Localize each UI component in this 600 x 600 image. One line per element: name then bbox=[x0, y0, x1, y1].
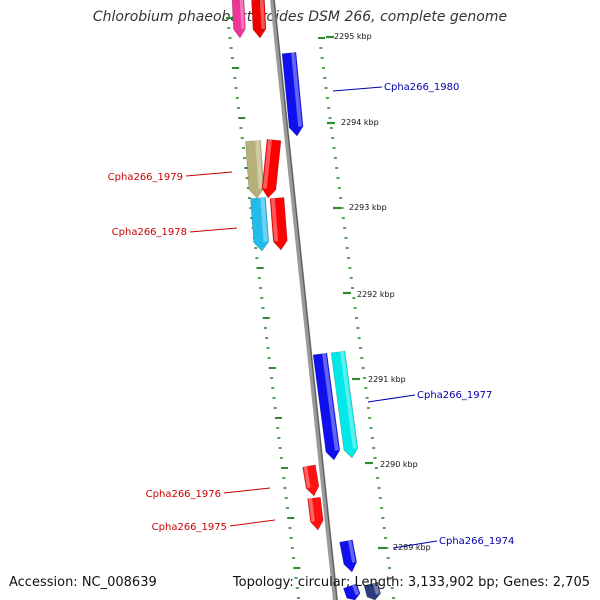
gene-label: Cpha266_1974 bbox=[439, 536, 514, 547]
accession-text: Accession: NC_008639 bbox=[9, 575, 157, 590]
gene-label-leader bbox=[189, 227, 238, 233]
gene-label-leader bbox=[392, 540, 438, 549]
gene-cpha266-1974-highlight bbox=[347, 540, 356, 563]
gene-label-leader bbox=[229, 519, 276, 527]
gene-cpha266-1977-highlight bbox=[340, 351, 357, 449]
gene-cpha266-1980 bbox=[281, 51, 304, 137]
gene-bottom-navy bbox=[363, 581, 381, 600]
gene-cpha266-1976-highlight bbox=[303, 466, 311, 488]
gene-bottom-blue bbox=[343, 583, 361, 600]
gene-label-leader bbox=[332, 86, 383, 92]
gene-bottom-navy-highlight bbox=[373, 582, 380, 595]
gene-blue-1977-pair-highlight bbox=[322, 353, 339, 451]
gene-cyan-inner-highlight bbox=[260, 197, 268, 242]
map-title: Chlorobium phaeobacteroides DSM 266, com… bbox=[92, 9, 508, 25]
gene-cpha266-1978-highlight bbox=[271, 198, 279, 242]
gene-label: Cpha266_1978 bbox=[112, 227, 187, 238]
gene-label: Cpha266_1979 bbox=[108, 172, 183, 183]
gene-top-red bbox=[251, 0, 267, 39]
kbp-tick-label: 2294 kbp bbox=[341, 118, 379, 127]
gene-cpha266-1979 bbox=[261, 138, 282, 199]
gene-cpha266-1976 bbox=[302, 464, 320, 497]
gene-cyan-inner bbox=[250, 197, 270, 252]
gene-blue-1977-pair bbox=[312, 352, 341, 461]
kbp-tick-label: 2290 kbp bbox=[380, 460, 418, 469]
gene-cpha266-1977 bbox=[330, 350, 359, 459]
gene-label: Cpha266_1980 bbox=[384, 82, 459, 93]
gene-top-red-highlight bbox=[259, 0, 265, 29]
gene-label-leader bbox=[223, 487, 271, 494]
gene-cpha266-1975 bbox=[307, 496, 324, 531]
gene-cpha266-1975-highlight bbox=[308, 498, 315, 522]
gene-bottom-blue-highlight bbox=[352, 584, 360, 596]
gene-cpha266-1979-highlight bbox=[263, 139, 272, 189]
kbp-tick-label: 2291 kbp bbox=[368, 375, 406, 384]
gene-cpha266-1980-highlight bbox=[291, 52, 303, 127]
gene-label: Cpha266_1977 bbox=[417, 390, 492, 401]
gene-label-leader bbox=[185, 171, 233, 177]
kbp-tick-label: 2289 kbp bbox=[393, 543, 431, 552]
gene-cpha266-1978 bbox=[269, 197, 288, 251]
gene-top-pink bbox=[231, 0, 246, 39]
gene-olive-highlight bbox=[255, 140, 263, 189]
kbp-tick-label: 2293 kbp bbox=[349, 203, 387, 212]
kbp-tick-label: 2295 kbp bbox=[334, 32, 372, 41]
gene-label-leader bbox=[367, 394, 416, 403]
gene-cpha266-1974 bbox=[339, 539, 358, 573]
topology-text: Topology: circular; Length: 3,133,902 bp… bbox=[232, 575, 590, 590]
gene-label: Cpha266_1975 bbox=[152, 522, 227, 533]
gene-top-pink-highlight bbox=[239, 0, 245, 29]
gene-label: Cpha266_1976 bbox=[146, 489, 221, 500]
genome-backbone-edge bbox=[273, 0, 338, 600]
kbp-tick-label: 2292 kbp bbox=[357, 290, 395, 299]
